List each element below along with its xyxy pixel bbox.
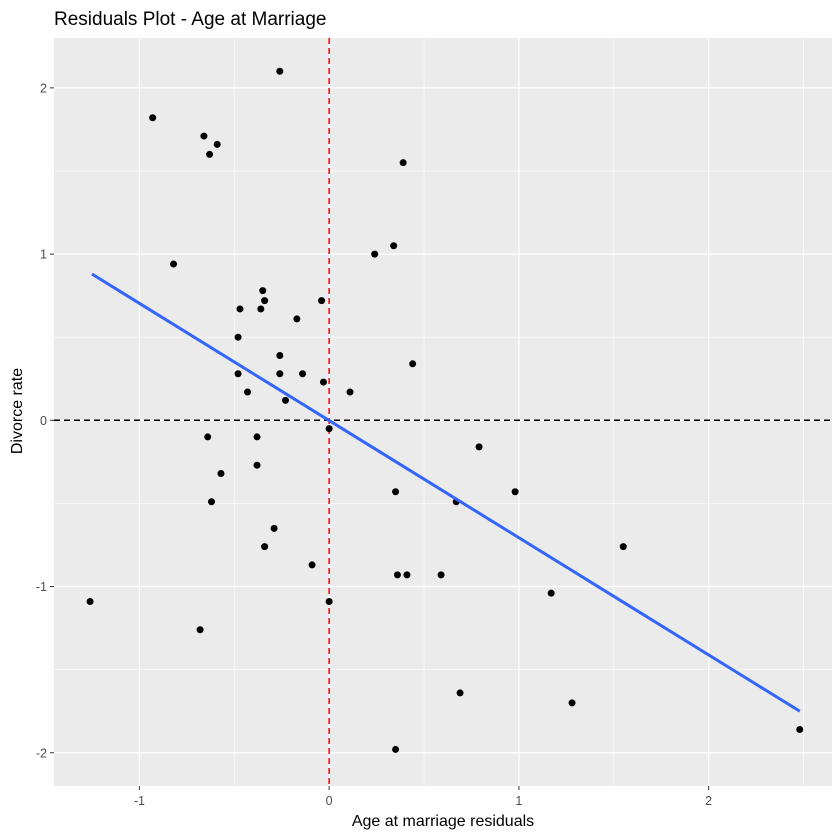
y-tick-label: 0: [40, 414, 47, 428]
fit-line-group: [91, 272, 801, 713]
y-axis-ticks: -2 -1 0 1 2: [36, 81, 54, 760]
data-point: [276, 370, 284, 378]
data-point: [86, 597, 94, 605]
data-point: [547, 589, 555, 597]
data-point: [371, 250, 379, 258]
data-point: [796, 725, 804, 733]
data-point: [318, 297, 326, 305]
data-point: [511, 488, 519, 496]
data-point: [206, 150, 214, 158]
data-point: [261, 543, 269, 551]
data-point: [200, 132, 208, 140]
data-point: [253, 433, 261, 441]
data-point: [276, 351, 284, 359]
fit-line: [91, 272, 801, 713]
data-point: [253, 461, 261, 469]
data-point: [236, 305, 244, 313]
data-point: [270, 524, 278, 532]
data-point: [392, 488, 400, 496]
x-axis-title: Age at marriage residuals: [352, 813, 534, 830]
x-tick-label: -1: [134, 794, 145, 808]
data-point: [293, 315, 301, 323]
x-axis-ticks: -1 0 1 2: [134, 786, 712, 808]
data-point: [213, 140, 221, 148]
data-point: [234, 333, 242, 341]
data-point: [403, 571, 411, 579]
y-tick-label: -2: [36, 746, 47, 760]
x-tick-label: 0: [326, 794, 333, 808]
data-point: [392, 745, 400, 753]
data-point: [299, 370, 307, 378]
data-point: [437, 571, 445, 579]
y-tick-label: -1: [36, 580, 47, 594]
data-point: [346, 388, 354, 396]
data-point: [475, 443, 483, 451]
plot-panel: [54, 38, 832, 786]
data-point: [319, 378, 327, 386]
data-point: [276, 67, 284, 75]
data-point: [257, 305, 265, 313]
data-point: [456, 689, 464, 697]
data-point: [234, 370, 242, 378]
minor-gridlines: [54, 38, 832, 786]
data-points: [86, 67, 804, 753]
y-tick-label: 1: [40, 248, 47, 262]
y-axis-title: Divorce rate: [9, 368, 26, 454]
data-point: [325, 425, 333, 433]
data-point: [399, 159, 407, 167]
data-point: [204, 433, 212, 441]
y-tick-label: 2: [40, 81, 47, 95]
reference-lines: [54, 38, 832, 786]
data-point: [619, 543, 627, 551]
chart-title: Residuals Plot - Age at Marriage: [54, 9, 326, 30]
data-point: [409, 360, 417, 368]
data-point: [217, 470, 225, 478]
data-point: [259, 287, 267, 295]
data-point: [244, 388, 252, 396]
data-point: [568, 699, 576, 707]
x-tick-label: 1: [515, 794, 522, 808]
x-tick-label: 2: [705, 794, 712, 808]
data-point: [390, 242, 398, 250]
data-point: [261, 297, 269, 305]
data-point: [170, 260, 178, 268]
data-point: [282, 396, 290, 404]
data-point: [308, 561, 316, 569]
data-point: [149, 114, 157, 122]
data-point: [393, 571, 401, 579]
data-point: [196, 626, 204, 634]
data-point: [207, 498, 215, 506]
data-point: [325, 597, 333, 605]
